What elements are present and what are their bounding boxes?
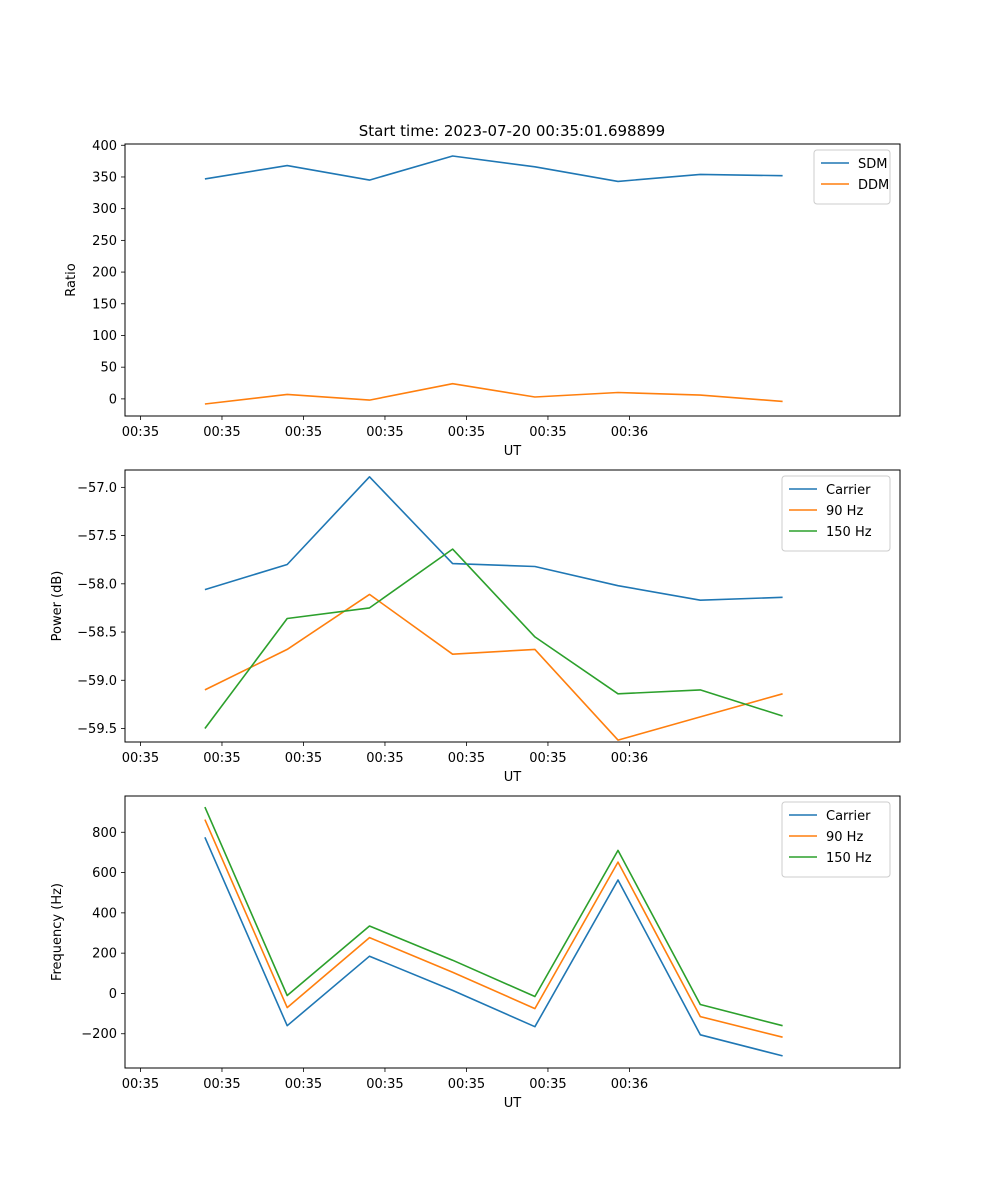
series-line-ddm bbox=[204, 382, 783, 405]
y-tick-label: 250 bbox=[92, 234, 117, 249]
x-tick-label: 00:35 bbox=[529, 751, 566, 766]
y-tick-label: 400 bbox=[92, 139, 117, 154]
legend-label: Carrier bbox=[826, 809, 871, 824]
y-tick-label: 600 bbox=[92, 866, 117, 881]
y-tick-label: 300 bbox=[92, 202, 117, 217]
x-axis-label: UT bbox=[504, 1096, 522, 1111]
x-tick-label: 00:36 bbox=[611, 1077, 648, 1092]
series-line-90-hz bbox=[204, 593, 783, 741]
chart-1: 00:35 00:35 00:35 00:35 00:35 00:35 00:36 UT 0 50… bbox=[64, 139, 901, 459]
axes-frame bbox=[124, 795, 901, 1069]
y-tick-label: 400 bbox=[92, 906, 117, 921]
series-line-sdm bbox=[204, 155, 783, 183]
x-tick-label: 00:35 bbox=[529, 1077, 566, 1092]
x-tick-label: 00:35 bbox=[122, 1077, 159, 1092]
x-tick-label: 00:35 bbox=[285, 425, 322, 440]
legend-label: DDM bbox=[858, 178, 889, 193]
x-tick-label: 00:35 bbox=[448, 1077, 485, 1092]
x-axis-label: UT bbox=[504, 444, 522, 459]
chart-3: 00:35 00:35 00:35 00:35 00:35 00:35 00:36 UT −20… bbox=[50, 795, 901, 1111]
y-axis-label: Ratio bbox=[64, 263, 79, 296]
x-tick-label: 00:35 bbox=[448, 425, 485, 440]
legend-label: SDM bbox=[858, 157, 887, 172]
legend-label: 90 Hz bbox=[826, 504, 863, 519]
legend-label: Carrier bbox=[826, 483, 871, 498]
x-tick-label: 00:35 bbox=[366, 1077, 403, 1092]
figure-title: Start time: 2023-07-20 00:35:01.698899 bbox=[359, 122, 665, 140]
legend-label: 150 Hz bbox=[826, 525, 872, 540]
y-tick-label: 0 bbox=[109, 392, 117, 407]
legend-box bbox=[781, 475, 891, 552]
legend-label: 150 Hz bbox=[826, 851, 872, 866]
y-tick-label: −58.5 bbox=[77, 626, 117, 641]
y-tick-label: 350 bbox=[92, 170, 117, 185]
y-tick-label: 100 bbox=[92, 329, 117, 344]
x-tick-label: 00:35 bbox=[529, 425, 566, 440]
y-tick-label: −57.0 bbox=[77, 481, 117, 496]
y-tick-label: −200 bbox=[81, 1027, 117, 1042]
series-line-carrier bbox=[204, 836, 783, 1057]
legend-box bbox=[781, 801, 891, 878]
x-tick-label: 00:35 bbox=[285, 1077, 322, 1092]
x-tick-label: 00:36 bbox=[611, 425, 648, 440]
x-tick-label: 00:35 bbox=[366, 751, 403, 766]
y-tick-label: −59.5 bbox=[77, 722, 117, 737]
series-line-90-hz bbox=[204, 819, 783, 1038]
x-axis-label: UT bbox=[504, 770, 522, 785]
y-tick-label: 200 bbox=[92, 266, 117, 281]
x-tick-label: 00:35 bbox=[448, 751, 485, 766]
x-tick-label: 00:35 bbox=[203, 751, 240, 766]
legend: Carrier 90 Hz 150 Hz bbox=[781, 475, 891, 552]
x-tick-label: 00:35 bbox=[285, 751, 322, 766]
y-tick-label: 200 bbox=[92, 947, 117, 962]
y-tick-label: −59.0 bbox=[77, 674, 117, 689]
x-tick-label: 00:35 bbox=[203, 1077, 240, 1092]
y-axis-label: Power (dB) bbox=[50, 571, 65, 642]
legend: SDM DDM bbox=[813, 149, 891, 205]
x-tick-label: 00:35 bbox=[122, 751, 159, 766]
y-tick-label: −58.0 bbox=[77, 577, 117, 592]
x-tick-label: 00:35 bbox=[122, 425, 159, 440]
axes-frame bbox=[124, 469, 901, 743]
x-tick-label: 00:36 bbox=[611, 751, 648, 766]
series-line-carrier bbox=[204, 475, 783, 602]
y-tick-label: 0 bbox=[109, 987, 117, 1002]
legend: Carrier 90 Hz 150 Hz bbox=[781, 801, 891, 878]
y-tick-label: −57.5 bbox=[77, 529, 117, 544]
y-tick-label: 150 bbox=[92, 297, 117, 312]
series-line-150-hz bbox=[204, 806, 783, 1027]
axes-frame bbox=[124, 143, 901, 417]
x-tick-label: 00:35 bbox=[366, 425, 403, 440]
plots: 00:35 00:35 00:35 00:35 00:35 00:35 00:36 UT 0 50… bbox=[50, 139, 901, 1111]
y-tick-label: 50 bbox=[100, 361, 117, 376]
series-line-150-hz bbox=[204, 548, 783, 729]
y-tick-label: 800 bbox=[92, 826, 117, 841]
x-tick-label: 00:35 bbox=[203, 425, 240, 440]
chart-2: 00:35 00:35 00:35 00:35 00:35 00:35 00:36 UT −59… bbox=[50, 469, 901, 785]
y-axis-label: Frequency (Hz) bbox=[50, 883, 65, 981]
legend-label: 90 Hz bbox=[826, 830, 863, 845]
